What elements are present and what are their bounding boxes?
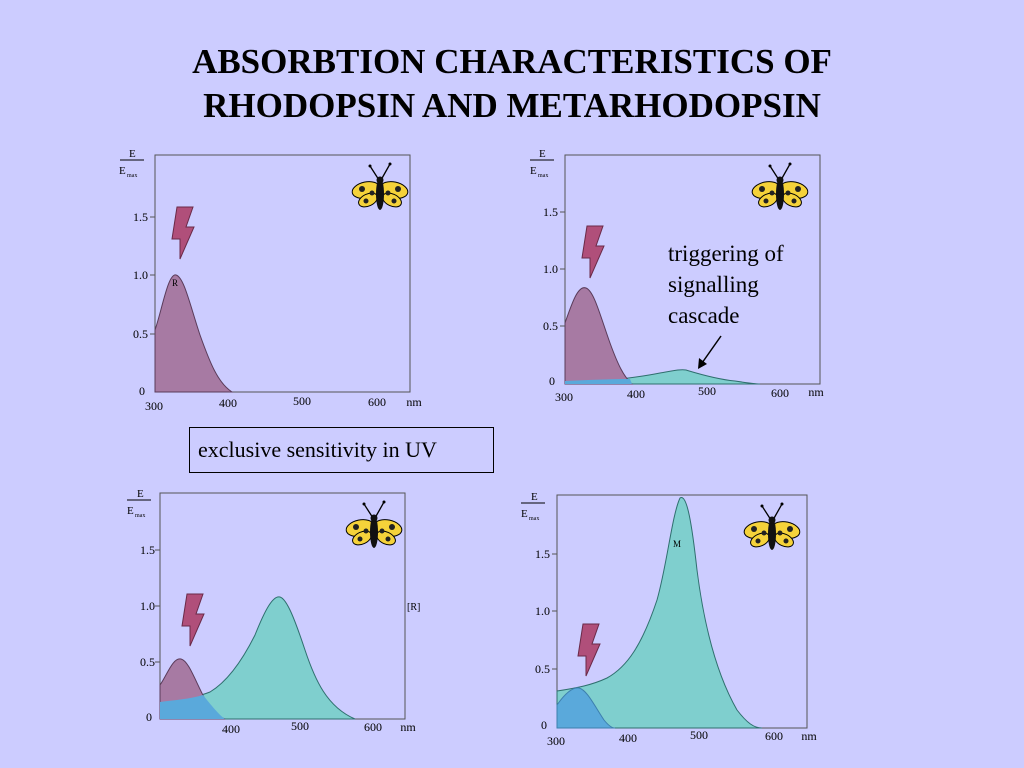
panel-metarhodopsin: M 1.5 1.0 0.5 0 300 400 500 600 nm E E m… <box>512 485 832 750</box>
annotation-line-2: signalling <box>668 272 759 297</box>
panel-rhodopsin: R 1.5 1.0 0.5 0 300 400 500 600 nm E E m… <box>110 145 430 415</box>
curve-label: M <box>673 539 681 549</box>
x-unit: nm <box>801 729 817 743</box>
panel-mixed: [R] 1.5 1.0 0.5 0 400 500 600 nm E E max <box>115 485 435 745</box>
title-line-1: ABSORBTION CHARACTERISTICS OF <box>192 42 832 81</box>
y-tick-1.0: 1.0 <box>535 604 550 618</box>
svg-text:max: max <box>127 173 137 179</box>
y-tick-1.0: 1.0 <box>543 262 558 276</box>
x-tick-500: 500 <box>291 719 309 733</box>
overlap-region <box>160 695 225 719</box>
x-tick-400: 400 <box>627 387 645 401</box>
annotation-line-1: triggering of <box>668 241 784 266</box>
panel-1-plot: R 1.5 1.0 0.5 0 300 400 500 600 nm E E m… <box>119 148 422 413</box>
moth-icon <box>743 502 801 550</box>
overlap-region <box>565 379 632 384</box>
x-tick-600: 600 <box>368 395 386 409</box>
y-tick-1.5: 1.5 <box>140 543 155 557</box>
title-line-2: RHODOPSIN AND METARHODOPSIN <box>203 86 821 125</box>
svg-text:max: max <box>529 516 539 522</box>
x-unit: nm <box>400 720 416 734</box>
x-tick-500: 500 <box>293 394 311 408</box>
svg-text:E: E <box>119 165 126 177</box>
rhodopsin-curve <box>154 274 234 393</box>
signalling-annotation: triggering of signalling cascade <box>668 238 784 331</box>
x-tick-300: 300 <box>555 390 573 404</box>
moth-icon <box>351 162 409 210</box>
panel-4-plot: M 1.5 1.0 0.5 0 300 400 500 600 nm E E m… <box>521 491 817 748</box>
lightning-icon <box>577 623 601 677</box>
svg-text:E: E <box>531 491 538 503</box>
svg-text:max: max <box>538 173 548 179</box>
y-tick-0.5: 0.5 <box>543 319 558 333</box>
x-tick-500: 500 <box>690 728 708 742</box>
x-tick-600: 600 <box>765 729 783 743</box>
y-tick-0.5: 0.5 <box>535 662 550 676</box>
curve-label: [R] <box>407 602 420 613</box>
lightning-icon <box>171 206 195 260</box>
y-tick-1.0: 1.0 <box>140 599 155 613</box>
metarhodopsin-curve <box>556 497 763 729</box>
plot-frame <box>154 154 411 393</box>
svg-text:E: E <box>127 505 134 517</box>
x-tick-300: 300 <box>547 734 565 748</box>
x-unit: nm <box>406 395 422 409</box>
panel-rhodopsin-activated: 1.5 1.0 0.5 0 300 400 500 600 nm E E max <box>520 145 840 405</box>
metarhodopsin-curve <box>159 596 356 720</box>
y-tick-1.5: 1.5 <box>535 547 550 561</box>
moth-icon <box>751 162 809 210</box>
overlap-region <box>556 687 616 729</box>
y-tick-1.0: 1.0 <box>133 268 148 282</box>
x-tick-600: 600 <box>771 386 789 400</box>
panel-3-plot: [R] 1.5 1.0 0.5 0 400 500 600 nm E E max <box>127 488 420 736</box>
svg-text:E: E <box>530 165 537 177</box>
moth-icon <box>345 500 403 548</box>
x-tick-500: 500 <box>698 384 716 398</box>
y-tick-0: 0 <box>146 710 152 724</box>
annotation-arrow <box>698 335 722 369</box>
lightning-icon <box>181 593 205 647</box>
y-tick-1.5: 1.5 <box>543 205 558 219</box>
y-axis-label: E E max <box>119 148 144 179</box>
uv-sensitivity-callout: exclusive sensitivity in UV <box>189 427 494 473</box>
lightning-icon <box>581 225 605 279</box>
y-tick-0.5: 0.5 <box>140 655 155 669</box>
y-tick-0: 0 <box>549 374 555 388</box>
svg-text:E: E <box>539 148 546 160</box>
x-tick-400: 400 <box>222 722 240 736</box>
annotation-line-3: cascade <box>668 303 740 328</box>
y-tick-0: 0 <box>139 384 145 398</box>
x-unit: nm <box>808 385 824 399</box>
x-tick-400: 400 <box>219 396 237 410</box>
y-tick-0.5: 0.5 <box>133 327 148 341</box>
rhodopsin-curve <box>564 287 634 385</box>
svg-text:E: E <box>137 488 144 500</box>
slide-title: ABSORBTION CHARACTERISTICS OF RHODOPSIN … <box>0 40 1024 128</box>
y-axis-label: E E max <box>521 491 545 522</box>
x-tick-300: 300 <box>145 399 163 413</box>
svg-text:E: E <box>521 508 528 520</box>
svg-text:max: max <box>135 513 145 519</box>
y-axis-label: E E max <box>127 488 151 519</box>
y-axis-label: E E max <box>530 148 554 179</box>
svg-text:E: E <box>129 148 136 160</box>
curve-label: R <box>172 278 178 288</box>
y-tick-0: 0 <box>541 718 547 732</box>
panel-2-plot: 1.5 1.0 0.5 0 300 400 500 600 nm E E max <box>530 148 824 404</box>
y-tick-1.5: 1.5 <box>133 210 148 224</box>
x-tick-600: 600 <box>364 720 382 734</box>
x-tick-400: 400 <box>619 731 637 745</box>
